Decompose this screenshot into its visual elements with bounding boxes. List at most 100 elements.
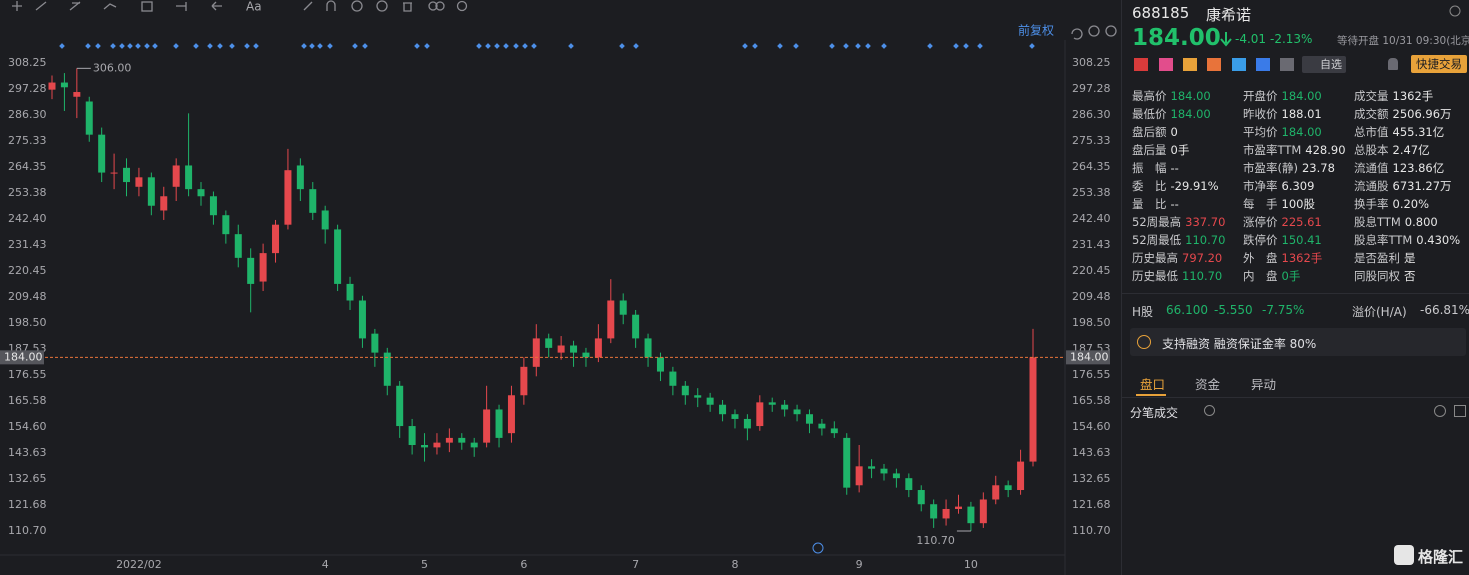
y-tick-label-right: 176.55 bbox=[1072, 368, 1111, 381]
tool-label[interactable]: Aa bbox=[246, 0, 262, 14]
candle-body bbox=[992, 485, 1000, 500]
event-marker bbox=[843, 43, 849, 49]
candle-body bbox=[930, 504, 938, 519]
stat-value: 123.86亿 bbox=[1392, 161, 1445, 175]
tool-icon[interactable] bbox=[376, 0, 388, 12]
stat-value: 6.309 bbox=[1281, 179, 1315, 193]
stat-value: 184.00 bbox=[1170, 107, 1211, 121]
event-marker bbox=[752, 43, 758, 49]
tool-icon[interactable] bbox=[1105, 25, 1117, 37]
stat-value: 2.47亿 bbox=[1392, 143, 1430, 157]
stat-value: 150.41 bbox=[1281, 233, 1322, 247]
stat-label: 同股同权 bbox=[1354, 269, 1400, 283]
candle-body bbox=[892, 473, 900, 479]
stat-value: -- bbox=[1170, 161, 1179, 175]
tool-icon[interactable] bbox=[351, 0, 363, 12]
stat-value: 184.00 bbox=[1170, 89, 1211, 103]
tool-icon[interactable] bbox=[428, 1, 438, 11]
high-note: 306.00 bbox=[93, 61, 132, 74]
stat-row: 最高价 184.00 bbox=[1132, 87, 1225, 105]
stat-label: 股息率TTM bbox=[1354, 233, 1413, 247]
stat-label: 最低价 bbox=[1132, 107, 1167, 121]
tool-icon[interactable] bbox=[69, 1, 81, 11]
event-marker bbox=[1029, 43, 1035, 49]
stat-value: 6731.27万 bbox=[1392, 179, 1452, 193]
x-tick-label: 6 bbox=[520, 558, 527, 571]
alert-icon[interactable] bbox=[1388, 58, 1398, 70]
last-price-label-left-bg bbox=[0, 350, 44, 365]
candle-body bbox=[719, 404, 727, 415]
tab[interactable]: 异动 bbox=[1251, 377, 1277, 392]
tool-icon[interactable] bbox=[456, 0, 468, 12]
stat-value: 0手 bbox=[1170, 143, 1190, 157]
tool-icon[interactable] bbox=[35, 1, 47, 11]
icon[interactable] bbox=[1207, 58, 1221, 71]
settings-icon[interactable] bbox=[1448, 4, 1462, 18]
stat-label: 成交额 bbox=[1354, 107, 1389, 121]
stat-label: 是否盈利 bbox=[1354, 251, 1400, 265]
event-marker bbox=[953, 43, 959, 49]
stat-value: 0手 bbox=[1281, 269, 1301, 283]
tool-icon[interactable] bbox=[435, 1, 445, 11]
stock-code: 688185 bbox=[1132, 4, 1190, 22]
tool-icon[interactable] bbox=[12, 1, 22, 11]
tool-icon[interactable] bbox=[103, 3, 117, 10]
event-marker bbox=[476, 43, 482, 49]
candle-body bbox=[868, 466, 876, 469]
event-markers bbox=[59, 43, 1035, 49]
y-tick-label: 286.30 bbox=[8, 108, 47, 121]
stat-value: 110.70 bbox=[1185, 233, 1226, 247]
h-share-change-pct: -7.75% bbox=[1262, 303, 1305, 317]
layout-icon[interactable] bbox=[1454, 405, 1466, 417]
more-icon[interactable] bbox=[1434, 405, 1446, 417]
tool-icon[interactable] bbox=[326, 0, 336, 11]
tool-icon[interactable] bbox=[1071, 28, 1083, 40]
icon[interactable] bbox=[1159, 58, 1173, 71]
icon[interactable] bbox=[1183, 58, 1197, 71]
tool-icon[interactable] bbox=[211, 1, 222, 11]
event-marker bbox=[144, 43, 150, 49]
icon[interactable] bbox=[1134, 58, 1148, 71]
stat-value: 0.430% bbox=[1416, 233, 1461, 247]
candle-body bbox=[309, 189, 317, 213]
stat-row: 开盘价 184.00 bbox=[1243, 87, 1346, 105]
adjust-button[interactable]: 前复权 bbox=[1018, 23, 1054, 38]
icon[interactable] bbox=[1256, 58, 1270, 71]
candle-body bbox=[967, 506, 975, 524]
stat-value: 否 bbox=[1404, 269, 1416, 283]
candle-body bbox=[1004, 485, 1012, 491]
event-marker bbox=[793, 43, 799, 49]
tool-icon[interactable] bbox=[303, 1, 313, 11]
icon[interactable] bbox=[1280, 58, 1294, 71]
stats-column: 开盘价 184.00 昨收价 188.01 平均价 184.00 市盈率TTM 428.90 市… bbox=[1243, 87, 1346, 285]
stat-value: 1362手 bbox=[1281, 251, 1323, 265]
y-tick-label: 110.70 bbox=[8, 524, 47, 537]
event-marker bbox=[494, 43, 500, 49]
info-icon[interactable] bbox=[1204, 405, 1215, 416]
tab[interactable]: 资金 bbox=[1195, 377, 1221, 392]
event-marker bbox=[829, 43, 835, 49]
event-marker bbox=[253, 43, 259, 49]
tab[interactable]: 盘口 bbox=[1140, 377, 1166, 392]
tool-icon[interactable] bbox=[1088, 25, 1100, 37]
watch-button[interactable]: 自选 bbox=[1302, 56, 1346, 73]
icon[interactable] bbox=[1232, 58, 1246, 71]
h-share-label: H股 bbox=[1132, 305, 1154, 319]
trade-button[interactable]: 快捷交易 bbox=[1411, 55, 1467, 73]
stat-row: 历史最高 797.20 bbox=[1132, 249, 1225, 267]
candle-body bbox=[296, 165, 304, 190]
candle-body bbox=[632, 314, 640, 339]
tool-icon[interactable] bbox=[141, 1, 153, 12]
event-icon[interactable] bbox=[812, 542, 824, 554]
candle-body bbox=[383, 352, 391, 386]
tool-icon[interactable] bbox=[176, 2, 187, 11]
candle-body bbox=[843, 437, 851, 488]
event-marker bbox=[327, 43, 333, 49]
tool-icon[interactable] bbox=[403, 2, 412, 12]
candle-body bbox=[570, 345, 578, 353]
event-marker bbox=[309, 43, 315, 49]
stat-value: 23.78 bbox=[1301, 161, 1335, 175]
candle-body bbox=[619, 300, 627, 315]
event-marker bbox=[522, 43, 528, 49]
